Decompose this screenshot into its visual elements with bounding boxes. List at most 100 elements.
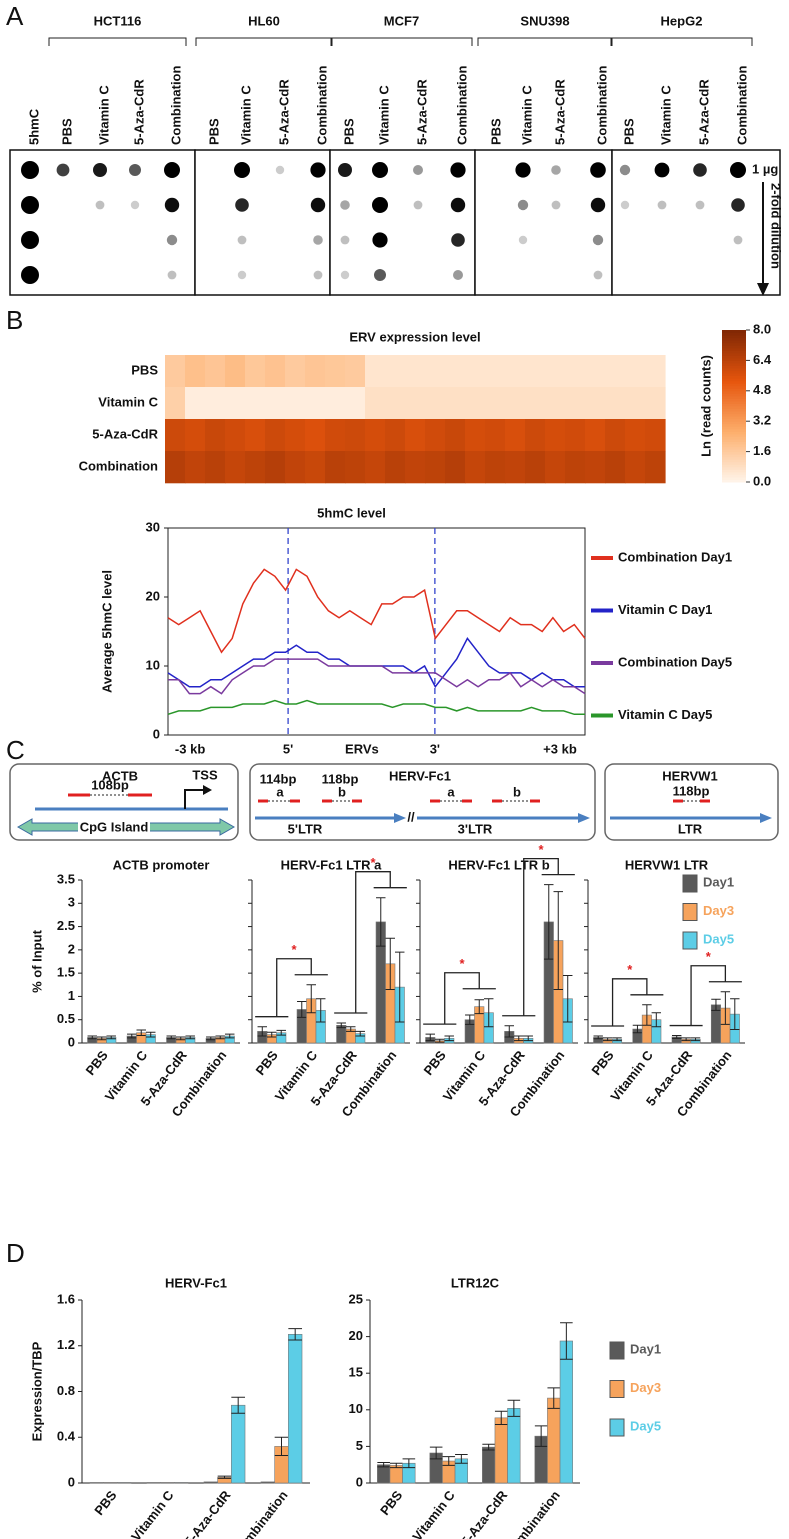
colorbar-swatch [722, 436, 746, 440]
colorbar-swatch [722, 408, 746, 412]
error-bar [690, 1037, 701, 1042]
series-line [167, 568, 586, 654]
error-bar [562, 974, 573, 1023]
error-bar [632, 1024, 643, 1034]
heat-cell [485, 355, 506, 388]
error-bar [127, 1033, 137, 1039]
series-line [168, 658, 586, 695]
error-bar [494, 1410, 508, 1425]
dilution-arrow [757, 283, 769, 296]
chart-title: LTR12C [451, 1275, 500, 1290]
colorbar-swatch [722, 433, 746, 437]
blot-dot [551, 200, 561, 210]
error-bar [642, 1004, 652, 1026]
colorbar-swatch [722, 395, 746, 399]
heat-cell [505, 451, 526, 484]
colorbar-swatch [722, 428, 746, 432]
colorbar-swatch [722, 471, 746, 475]
error-bar [671, 1035, 682, 1039]
lane-label: Combination [454, 66, 469, 145]
lane-label: Vitamin C [376, 85, 391, 145]
colorbar-swatch [722, 403, 746, 407]
error-bar [547, 1387, 561, 1409]
colorbar-swatch [722, 393, 746, 397]
x-tick-label: Combination [230, 1488, 291, 1539]
error-bar [560, 1322, 573, 1360]
legend-swatch [682, 931, 698, 950]
lane-label: PBS [341, 118, 356, 145]
heat-cell [325, 355, 346, 388]
heat-cell [325, 451, 346, 484]
heat-cell [525, 419, 546, 452]
blot-dot [450, 197, 466, 213]
bar [260, 1481, 275, 1484]
heat-cell [205, 387, 226, 420]
heat-cell [525, 387, 546, 420]
heat-cell [305, 451, 326, 484]
tss-arrow [184, 789, 203, 809]
error-bar [593, 1035, 603, 1040]
site-label: b [513, 784, 521, 799]
chart-title: ACTB promoter [113, 857, 210, 872]
error-bar [681, 1037, 691, 1042]
heat-cell [565, 387, 586, 420]
heat-cell [285, 355, 306, 388]
error-bar [97, 1036, 107, 1041]
heat-cell [485, 419, 506, 452]
heat-cell [185, 355, 206, 388]
heat-cell [225, 419, 246, 452]
error-bar [651, 1012, 662, 1028]
y-tick-label: 0 [68, 1034, 75, 1049]
error-bar [385, 937, 395, 990]
blot-dot [657, 200, 667, 210]
error-bar [720, 991, 731, 1025]
amplicon-size: 108bp [91, 777, 129, 792]
error-bar [474, 999, 484, 1015]
colorbar-swatch [722, 476, 746, 480]
y-tick-label: 0.5 [57, 1011, 75, 1026]
error-bar [483, 998, 494, 1028]
blot-dot [450, 162, 466, 178]
chart-title: HERVW1 LTR [625, 857, 709, 872]
blot-membrane [194, 149, 331, 296]
group-bracket [330, 37, 473, 46]
group-bracket [610, 37, 753, 46]
bar [507, 1408, 521, 1484]
colorbar-swatch [722, 469, 746, 473]
heat-cell [305, 355, 326, 388]
lane-label: Combination [594, 66, 609, 145]
panel-label: B [6, 305, 23, 335]
colorbar-swatch [722, 388, 746, 392]
colorbar-swatch [722, 375, 746, 379]
colorbar-swatch [722, 347, 746, 351]
heat-cell [345, 355, 366, 388]
heat-cell [345, 419, 366, 452]
heat-cell [365, 355, 386, 388]
error-bar [297, 1001, 307, 1018]
legend-swatch [682, 874, 698, 893]
lane-label: 5-Aza-CdR [552, 79, 567, 145]
heat-cell [585, 419, 606, 452]
heat-cell [265, 419, 286, 452]
legend-swatch [682, 903, 698, 921]
heat-cell [425, 419, 446, 452]
blot-dot [590, 197, 606, 213]
significance-mark: * [538, 842, 544, 857]
heat-cell [385, 387, 406, 420]
blot-dot [451, 233, 465, 247]
legend-label: Day3 [703, 903, 734, 918]
y-tick-label: 1.2 [57, 1337, 75, 1352]
error-bar [612, 1037, 622, 1042]
heat-cell [525, 355, 546, 388]
lane-label: 5hmC [26, 108, 41, 145]
blot-dot [21, 231, 39, 249]
heat-cell [605, 387, 626, 420]
colorbar-swatch [722, 444, 746, 448]
x-tick-label: PBS [253, 1047, 281, 1078]
significance-bracket [423, 972, 496, 1025]
heat-cell [405, 355, 426, 388]
heat-cell [585, 355, 606, 388]
group-bracket [195, 37, 333, 46]
bar [494, 1417, 508, 1484]
